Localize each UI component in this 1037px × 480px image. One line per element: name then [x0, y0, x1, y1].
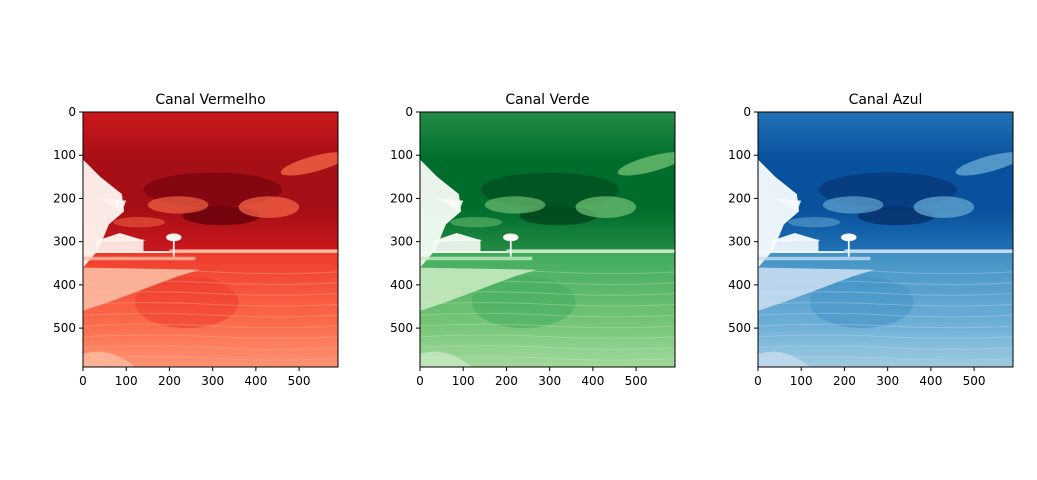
x-tick-label: 200	[495, 374, 518, 388]
y-tick-label: 400	[728, 278, 751, 292]
x-tick-label: 100	[115, 374, 138, 388]
x-tick-label: 300	[876, 374, 899, 388]
y-tick-label: 200	[728, 191, 751, 205]
y-tick-label: 500	[728, 321, 751, 335]
x-tick-label: 0	[79, 374, 87, 388]
y-tick-label: 0	[405, 105, 413, 119]
channel-image	[420, 112, 675, 367]
x-tick-label: 500	[625, 374, 648, 388]
x-tick-label: 500	[963, 374, 986, 388]
x-tick-label: 100	[452, 374, 475, 388]
panel-title: Canal Azul	[849, 92, 923, 108]
y-tick-label: 100	[728, 148, 751, 162]
axes-frame	[757, 111, 1014, 368]
y-tick-label: 100	[390, 148, 413, 162]
channel-panel-3: Canal Azul 0 100 200 300 400 500 0 100 200 300 400 5…	[728, 92, 1014, 388]
y-tick-label: 400	[53, 278, 76, 292]
x-tick-label: 200	[158, 374, 181, 388]
x-tick-label: 400	[581, 374, 604, 388]
x-tick-label: 300	[201, 374, 224, 388]
y-tick-label: 500	[390, 321, 413, 335]
channel-panel-1: Canal Vermelho 0 100 200 300 400 500 0 100 200 300…	[53, 92, 339, 388]
panel-title: Canal Vermelho	[155, 92, 265, 108]
channel-image	[758, 112, 1013, 367]
y-tick-label: 500	[53, 321, 76, 335]
x-tick-label: 0	[416, 374, 424, 388]
y-tick-label: 300	[390, 235, 413, 249]
x-tick-label: 0	[754, 374, 762, 388]
channel-panel-2: Canal Verde 0 100 200 300 400 500 0 100 200 300 400…	[390, 92, 676, 388]
y-tick-label: 200	[390, 191, 413, 205]
y-tick-label: 200	[53, 191, 76, 205]
y-tick-label: 300	[53, 235, 76, 249]
x-tick-label: 400	[919, 374, 942, 388]
y-tick-label: 0	[68, 105, 76, 119]
x-tick-label: 300	[538, 374, 561, 388]
x-tick-label: 500	[288, 374, 311, 388]
channel-image	[83, 112, 338, 367]
y-tick-label: 400	[390, 278, 413, 292]
y-tick-label: 0	[743, 105, 751, 119]
panel-title: Canal Verde	[505, 92, 589, 108]
axes-frame	[419, 111, 676, 368]
axes-frame	[82, 111, 339, 368]
x-tick-label: 100	[790, 374, 813, 388]
y-tick-label: 100	[53, 148, 76, 162]
x-tick-label: 400	[244, 374, 267, 388]
x-tick-label: 200	[833, 374, 856, 388]
y-tick-label: 300	[728, 235, 751, 249]
